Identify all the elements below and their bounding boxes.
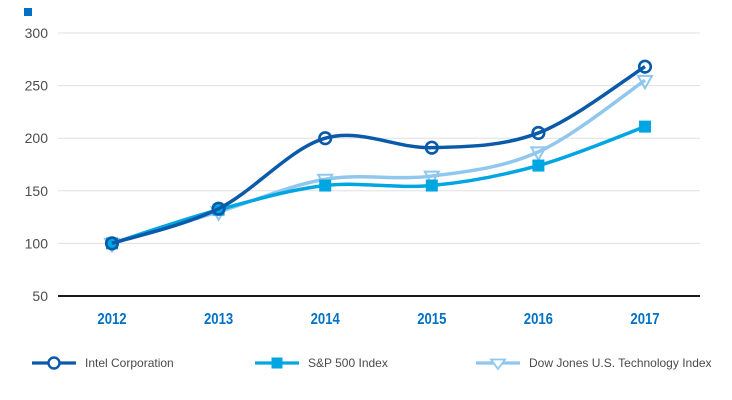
blue-square-mark xyxy=(24,8,32,16)
x-tick-label: 2012 xyxy=(97,311,126,328)
y-tick-label: 100 xyxy=(25,235,49,251)
data-point-square-icon xyxy=(532,159,545,172)
x-tick-label: 2013 xyxy=(204,311,233,328)
x-tick-label: 2014 xyxy=(311,311,341,328)
square-line-marker-icon xyxy=(255,357,299,369)
series-line-0 xyxy=(111,65,646,246)
legend: Intel Corporation S&P 500 Index Dow Jone… xyxy=(0,351,732,377)
y-tick-label: 50 xyxy=(32,288,48,304)
legend-item-dowjones-tech: Dow Jones U.S. Technology Index xyxy=(476,351,712,375)
y-tick-label: 150 xyxy=(25,183,49,199)
x-tick-label: 2017 xyxy=(630,311,659,328)
plot-area: 50 100 150 200 250 300 2012 2013 2014 2015 2016 201… xyxy=(25,25,700,328)
data-point-square-icon xyxy=(639,120,651,133)
data-point-square-icon xyxy=(425,179,438,192)
x-tick-label: 2015 xyxy=(417,311,446,328)
legend-item-sp500: S&P 500 Index xyxy=(255,351,388,375)
legend-item-intel: Intel Corporation xyxy=(32,351,174,375)
data-point-circle-icon xyxy=(104,236,120,251)
circle-line-marker-icon xyxy=(32,356,76,370)
data-point-square-icon xyxy=(319,179,332,192)
data-point-circle-icon xyxy=(318,131,333,146)
legend-label-intel: Intel Corporation xyxy=(85,356,174,370)
data-point-triangle-icon xyxy=(529,146,548,162)
data-point-circle-icon xyxy=(424,140,439,155)
y-tick-label: 200 xyxy=(25,130,49,146)
legend-label-dowjones-tech: Dow Jones U.S. Technology Index xyxy=(529,356,712,370)
legend-label-sp500: S&P 500 Index xyxy=(308,356,388,370)
data-point-triangle-icon xyxy=(423,170,441,187)
triangle-line-marker-icon xyxy=(476,358,520,371)
data-point-circle-icon xyxy=(637,59,653,74)
x-tick-label: 2016 xyxy=(524,311,553,328)
y-tick-label: 300 xyxy=(25,25,49,41)
series-line-1 xyxy=(111,124,646,246)
y-tick-label: 250 xyxy=(25,78,49,94)
data-point-circle-icon xyxy=(211,201,226,216)
data-point-circle-icon xyxy=(531,125,546,141)
data-point-triangle-icon xyxy=(636,74,654,91)
